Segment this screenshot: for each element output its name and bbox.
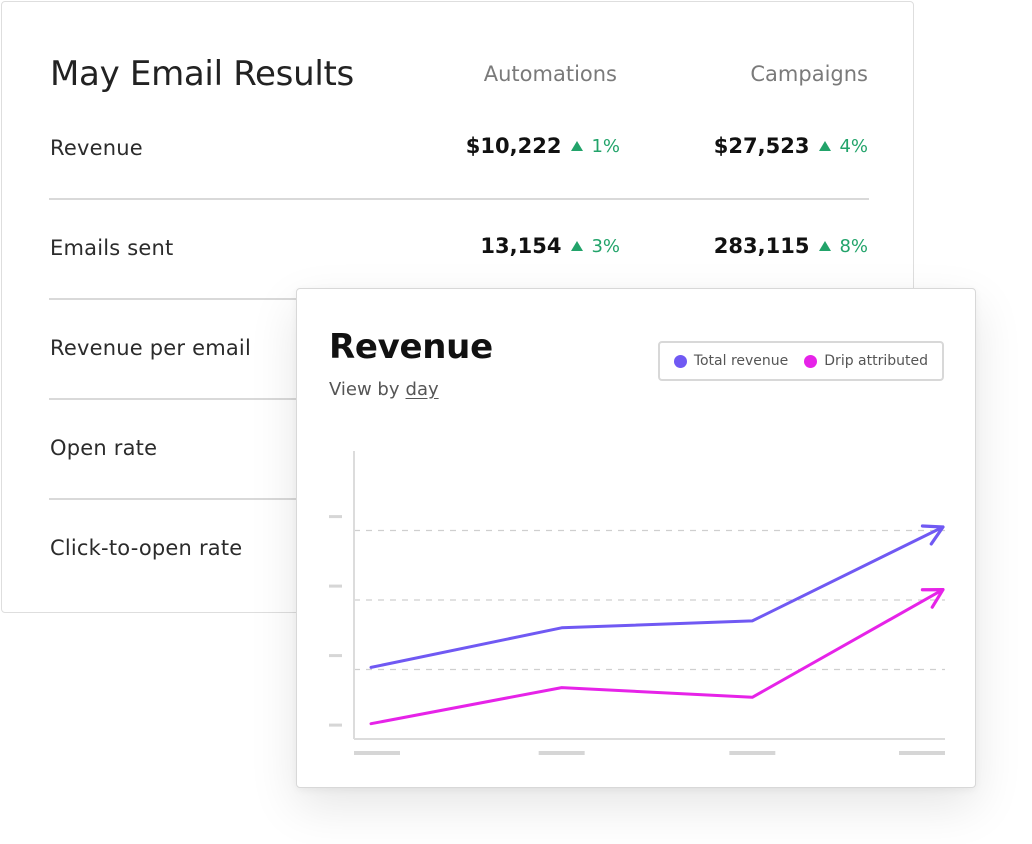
legend-label: Drip attributed: [824, 353, 928, 369]
revenue-chart-card: Revenue View by day Total revenue Drip at…: [296, 288, 976, 788]
row-label: Emails sent: [50, 236, 174, 260]
view-by-day-link[interactable]: day: [405, 379, 439, 400]
campaigns-value: 283,115: [713, 234, 810, 258]
column-header-automations: Automations: [483, 62, 617, 86]
row-label: Revenue per email: [50, 336, 252, 360]
chart-legend: Total revenue Drip attributed: [657, 341, 944, 381]
trend-up-icon: [571, 141, 584, 151]
table-row-revenue: Revenue $10,222 1% $27,523 4%: [49, 100, 869, 200]
campaigns-value-cell: 283,115 8%: [714, 234, 868, 258]
legend-item-drip-attributed[interactable]: Drip attributed: [804, 353, 928, 369]
campaigns-value: $27,523: [713, 134, 810, 158]
automations-value: $10,222: [465, 134, 562, 158]
trend-up-icon: [819, 241, 832, 251]
chart-title: Revenue: [329, 327, 493, 367]
row-label: Click-to-open rate: [50, 536, 243, 560]
column-header-campaigns: Campaigns: [750, 62, 868, 86]
view-by-label: View by: [329, 379, 400, 400]
legend-dot: [673, 354, 687, 368]
campaigns-value-cell: $27,523 4%: [714, 134, 868, 158]
view-by-control: View by day: [329, 379, 439, 400]
campaigns-change: 4%: [839, 135, 868, 157]
campaigns-change: 8%: [839, 235, 868, 257]
automations-change: 3%: [591, 235, 620, 257]
trend-up-icon: [819, 141, 832, 151]
row-label: Open rate: [50, 436, 158, 460]
series-line-drip-attributed: [369, 588, 945, 726]
legend-item-total-revenue[interactable]: Total revenue: [673, 353, 789, 369]
legend-dot: [804, 354, 818, 368]
series-line-total-revenue: [369, 524, 945, 669]
results-title: May Email Results: [50, 54, 354, 94]
automations-value-cell: $10,222 1%: [466, 134, 620, 158]
revenue-line-chart: [329, 451, 945, 755]
row-label: Revenue: [50, 136, 143, 160]
automations-value: 13,154: [480, 234, 562, 258]
table-row-emails-sent: Emails sent 13,154 3% 283,115 8%: [49, 200, 869, 300]
trend-up-icon: [571, 241, 584, 251]
automations-change: 1%: [591, 135, 620, 157]
automations-value-cell: 13,154 3%: [480, 234, 620, 258]
table-row-click-to-open-rate: Click-to-open rate: [49, 500, 869, 600]
legend-label: Total revenue: [693, 353, 789, 369]
